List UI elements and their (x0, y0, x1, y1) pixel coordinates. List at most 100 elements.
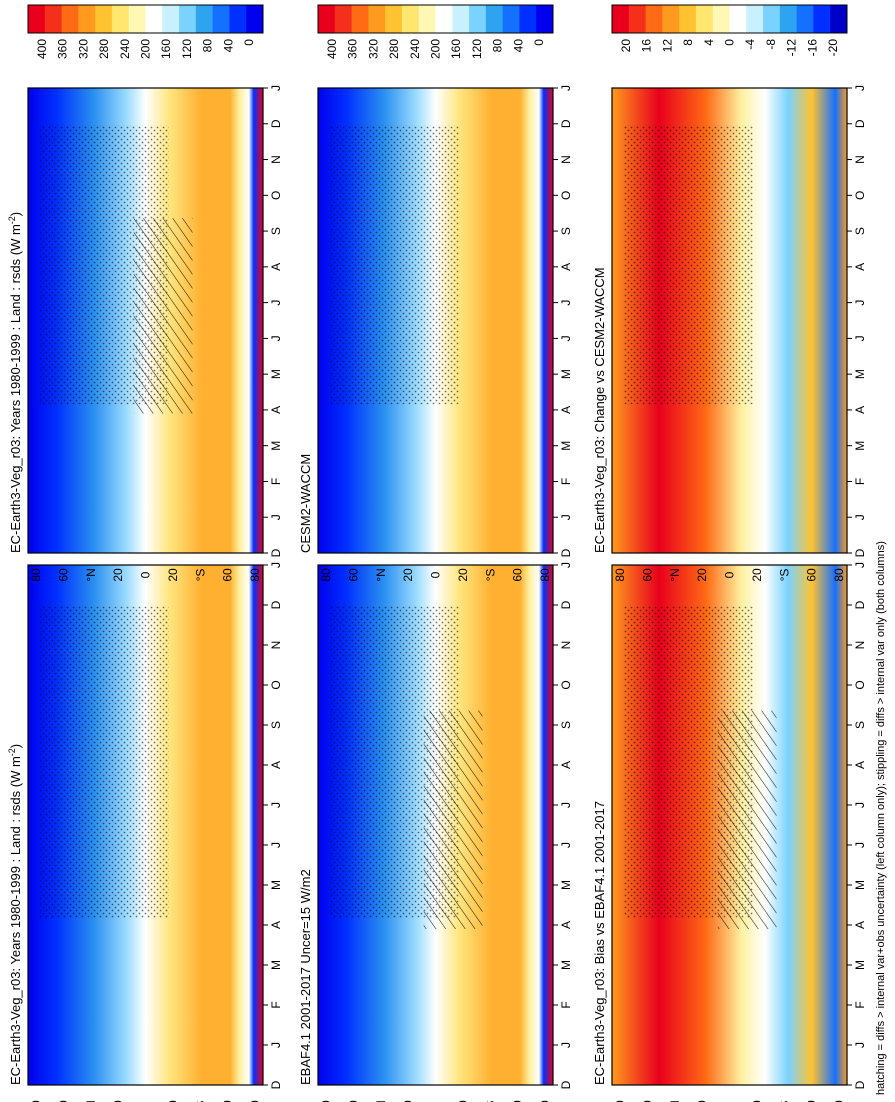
colorbar-swatch (61, 5, 79, 33)
panel-title: CESM2-WACCM (298, 454, 313, 553)
lat-label: 20 (401, 568, 415, 582)
month-label: D (853, 600, 867, 609)
lat-label: 60 (511, 1100, 525, 1102)
colorbar-swatch (536, 5, 554, 33)
panel-title: EC-Earth3-Veg_r03: Change vs CESM2-WACCM (592, 267, 607, 553)
month-label: D (269, 119, 283, 128)
month-label: A (853, 921, 867, 929)
hatching (423, 710, 483, 929)
month-label: J (559, 562, 573, 568)
month-label: O (269, 680, 283, 689)
lat-label: 60 (221, 568, 235, 582)
colorbar-swatch (179, 5, 197, 33)
lat-label: 60 (511, 568, 525, 582)
lat-label: 20 (695, 1100, 709, 1102)
month-label: M (559, 441, 573, 451)
lat-label: 60 (346, 568, 360, 582)
month-label: A (853, 761, 867, 769)
colorbar-label: 360 (56, 39, 70, 59)
colorbar-swatch (351, 5, 369, 33)
lat-label: °S (193, 569, 207, 582)
lat-label: 20 (750, 1100, 764, 1102)
lat-label: 80 (832, 568, 846, 582)
lat-label: 80 (29, 1100, 43, 1102)
month-label: M (559, 369, 573, 379)
month-label: J (853, 514, 867, 520)
month-label: D (269, 1080, 283, 1089)
colorbar-swatch (195, 5, 214, 33)
hatching (133, 218, 193, 414)
month-label: M (559, 880, 573, 890)
panel-title: EBAF4.1 2001-2017 Uncer=15 W/m2 (298, 869, 313, 1085)
lat-label: 80 (248, 568, 262, 582)
month-label: A (559, 263, 573, 271)
lat-label: 80 (538, 568, 552, 582)
lat-label: 20 (166, 568, 180, 582)
lat-label: 20 (695, 568, 709, 582)
colorbar-label: 12 (660, 39, 674, 53)
colorbar-label: 240 (118, 39, 132, 59)
colorbar-label: 0 (242, 39, 256, 46)
month-label: S (853, 227, 867, 235)
lat-label: 20 (456, 1100, 470, 1102)
month-label: M (853, 369, 867, 379)
colorbar-swatch (763, 5, 781, 33)
month-label: J (269, 85, 283, 91)
month-label: J (853, 335, 867, 341)
colorbar-swatch (44, 5, 63, 33)
panel-title: EC-Earth3-Veg_r03: Years 1980-1999 : Lan… (7, 212, 23, 553)
month-label: D (559, 1080, 573, 1089)
month-label: A (853, 263, 867, 271)
lat-label: 60 (56, 568, 70, 582)
colorbar-swatch (679, 5, 697, 33)
lat-label: 80 (29, 568, 43, 582)
month-label: F (559, 1001, 573, 1008)
month-label: F (269, 478, 283, 485)
month-label: J (853, 842, 867, 848)
colorbar-3: 20 16 12 8 4 0 -4 -8 -12 -16 -20 (611, 4, 848, 57)
colorbar-swatch (95, 5, 113, 33)
month-label: F (853, 478, 867, 485)
colorbar-swatch (229, 5, 247, 33)
month-label: M (853, 960, 867, 970)
month-label: J (269, 514, 283, 520)
lat-label: °N (84, 568, 98, 581)
lat-label: 60 (640, 1100, 654, 1102)
colorbar-swatch (796, 5, 814, 33)
month-label: S (853, 721, 867, 729)
lat-label: 80 (319, 1100, 333, 1102)
lat-label: 0 (139, 571, 153, 578)
lat-label: 80 (832, 1100, 846, 1102)
month-label: A (269, 406, 283, 414)
colorbar-swatch (78, 5, 96, 33)
colorbar-swatch (128, 5, 146, 33)
month-label: F (269, 1001, 283, 1008)
colorbar-label: -20 (826, 39, 840, 57)
month-label: N (559, 155, 573, 164)
colorbar-swatch (418, 5, 436, 33)
month-label: A (269, 921, 283, 929)
lat-label: 80 (248, 1100, 262, 1102)
month-label: D (853, 119, 867, 128)
month-label: A (853, 406, 867, 414)
colorbar-swatch (746, 5, 764, 33)
lat-label: °S (483, 569, 497, 582)
lat-label: 0 (429, 571, 443, 578)
colorbar-label: 360 (346, 39, 360, 59)
month-label: J (559, 802, 573, 808)
month-label: J (269, 842, 283, 848)
colorbar-label: 200 (139, 39, 153, 59)
colorbar-swatch (469, 5, 487, 33)
colorbar-swatch (435, 5, 453, 33)
colorbar-label: 280 (387, 39, 401, 59)
month-label: N (853, 155, 867, 164)
colorbar-swatch (318, 5, 336, 33)
month-label: M (269, 369, 283, 379)
lat-label: 60 (56, 1100, 70, 1102)
colorbar-swatch (695, 5, 714, 33)
colorbar-label: -12 (785, 39, 799, 57)
lat-label: 60 (346, 1100, 360, 1102)
lat-label: °S (777, 1101, 791, 1102)
month-label: A (559, 406, 573, 414)
